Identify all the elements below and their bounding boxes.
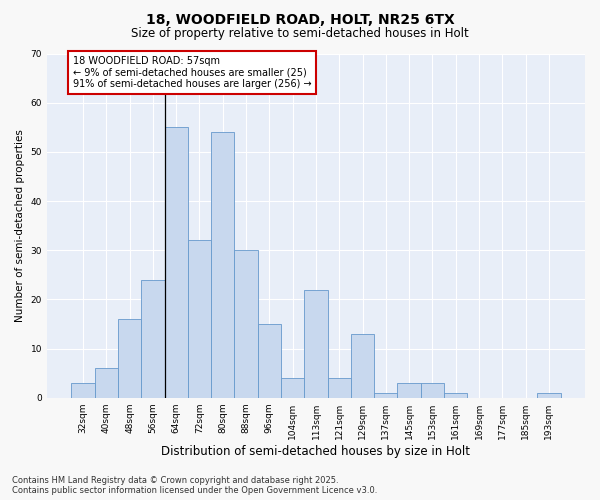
Bar [328,378,351,398]
Bar [444,393,467,398]
Bar [71,383,95,398]
Bar [235,250,258,398]
Bar [397,383,421,398]
Text: Size of property relative to semi-detached houses in Holt: Size of property relative to semi-detach… [131,28,469,40]
Bar [281,378,304,398]
Bar [351,334,374,398]
Y-axis label: Number of semi-detached properties: Number of semi-detached properties [15,129,25,322]
Bar [258,324,281,398]
Bar [188,240,211,398]
X-axis label: Distribution of semi-detached houses by size in Holt: Distribution of semi-detached houses by … [161,444,470,458]
Bar [421,383,444,398]
Bar [141,280,164,398]
Bar [118,319,141,398]
Text: 18, WOODFIELD ROAD, HOLT, NR25 6TX: 18, WOODFIELD ROAD, HOLT, NR25 6TX [146,12,454,26]
Bar [211,132,235,398]
Bar [95,368,118,398]
Bar [537,393,560,398]
Bar [304,290,328,398]
Text: Contains HM Land Registry data © Crown copyright and database right 2025.
Contai: Contains HM Land Registry data © Crown c… [12,476,377,495]
Bar [374,393,397,398]
Bar [164,128,188,398]
Text: 18 WOODFIELD ROAD: 57sqm
← 9% of semi-detached houses are smaller (25)
91% of se: 18 WOODFIELD ROAD: 57sqm ← 9% of semi-de… [73,56,311,89]
